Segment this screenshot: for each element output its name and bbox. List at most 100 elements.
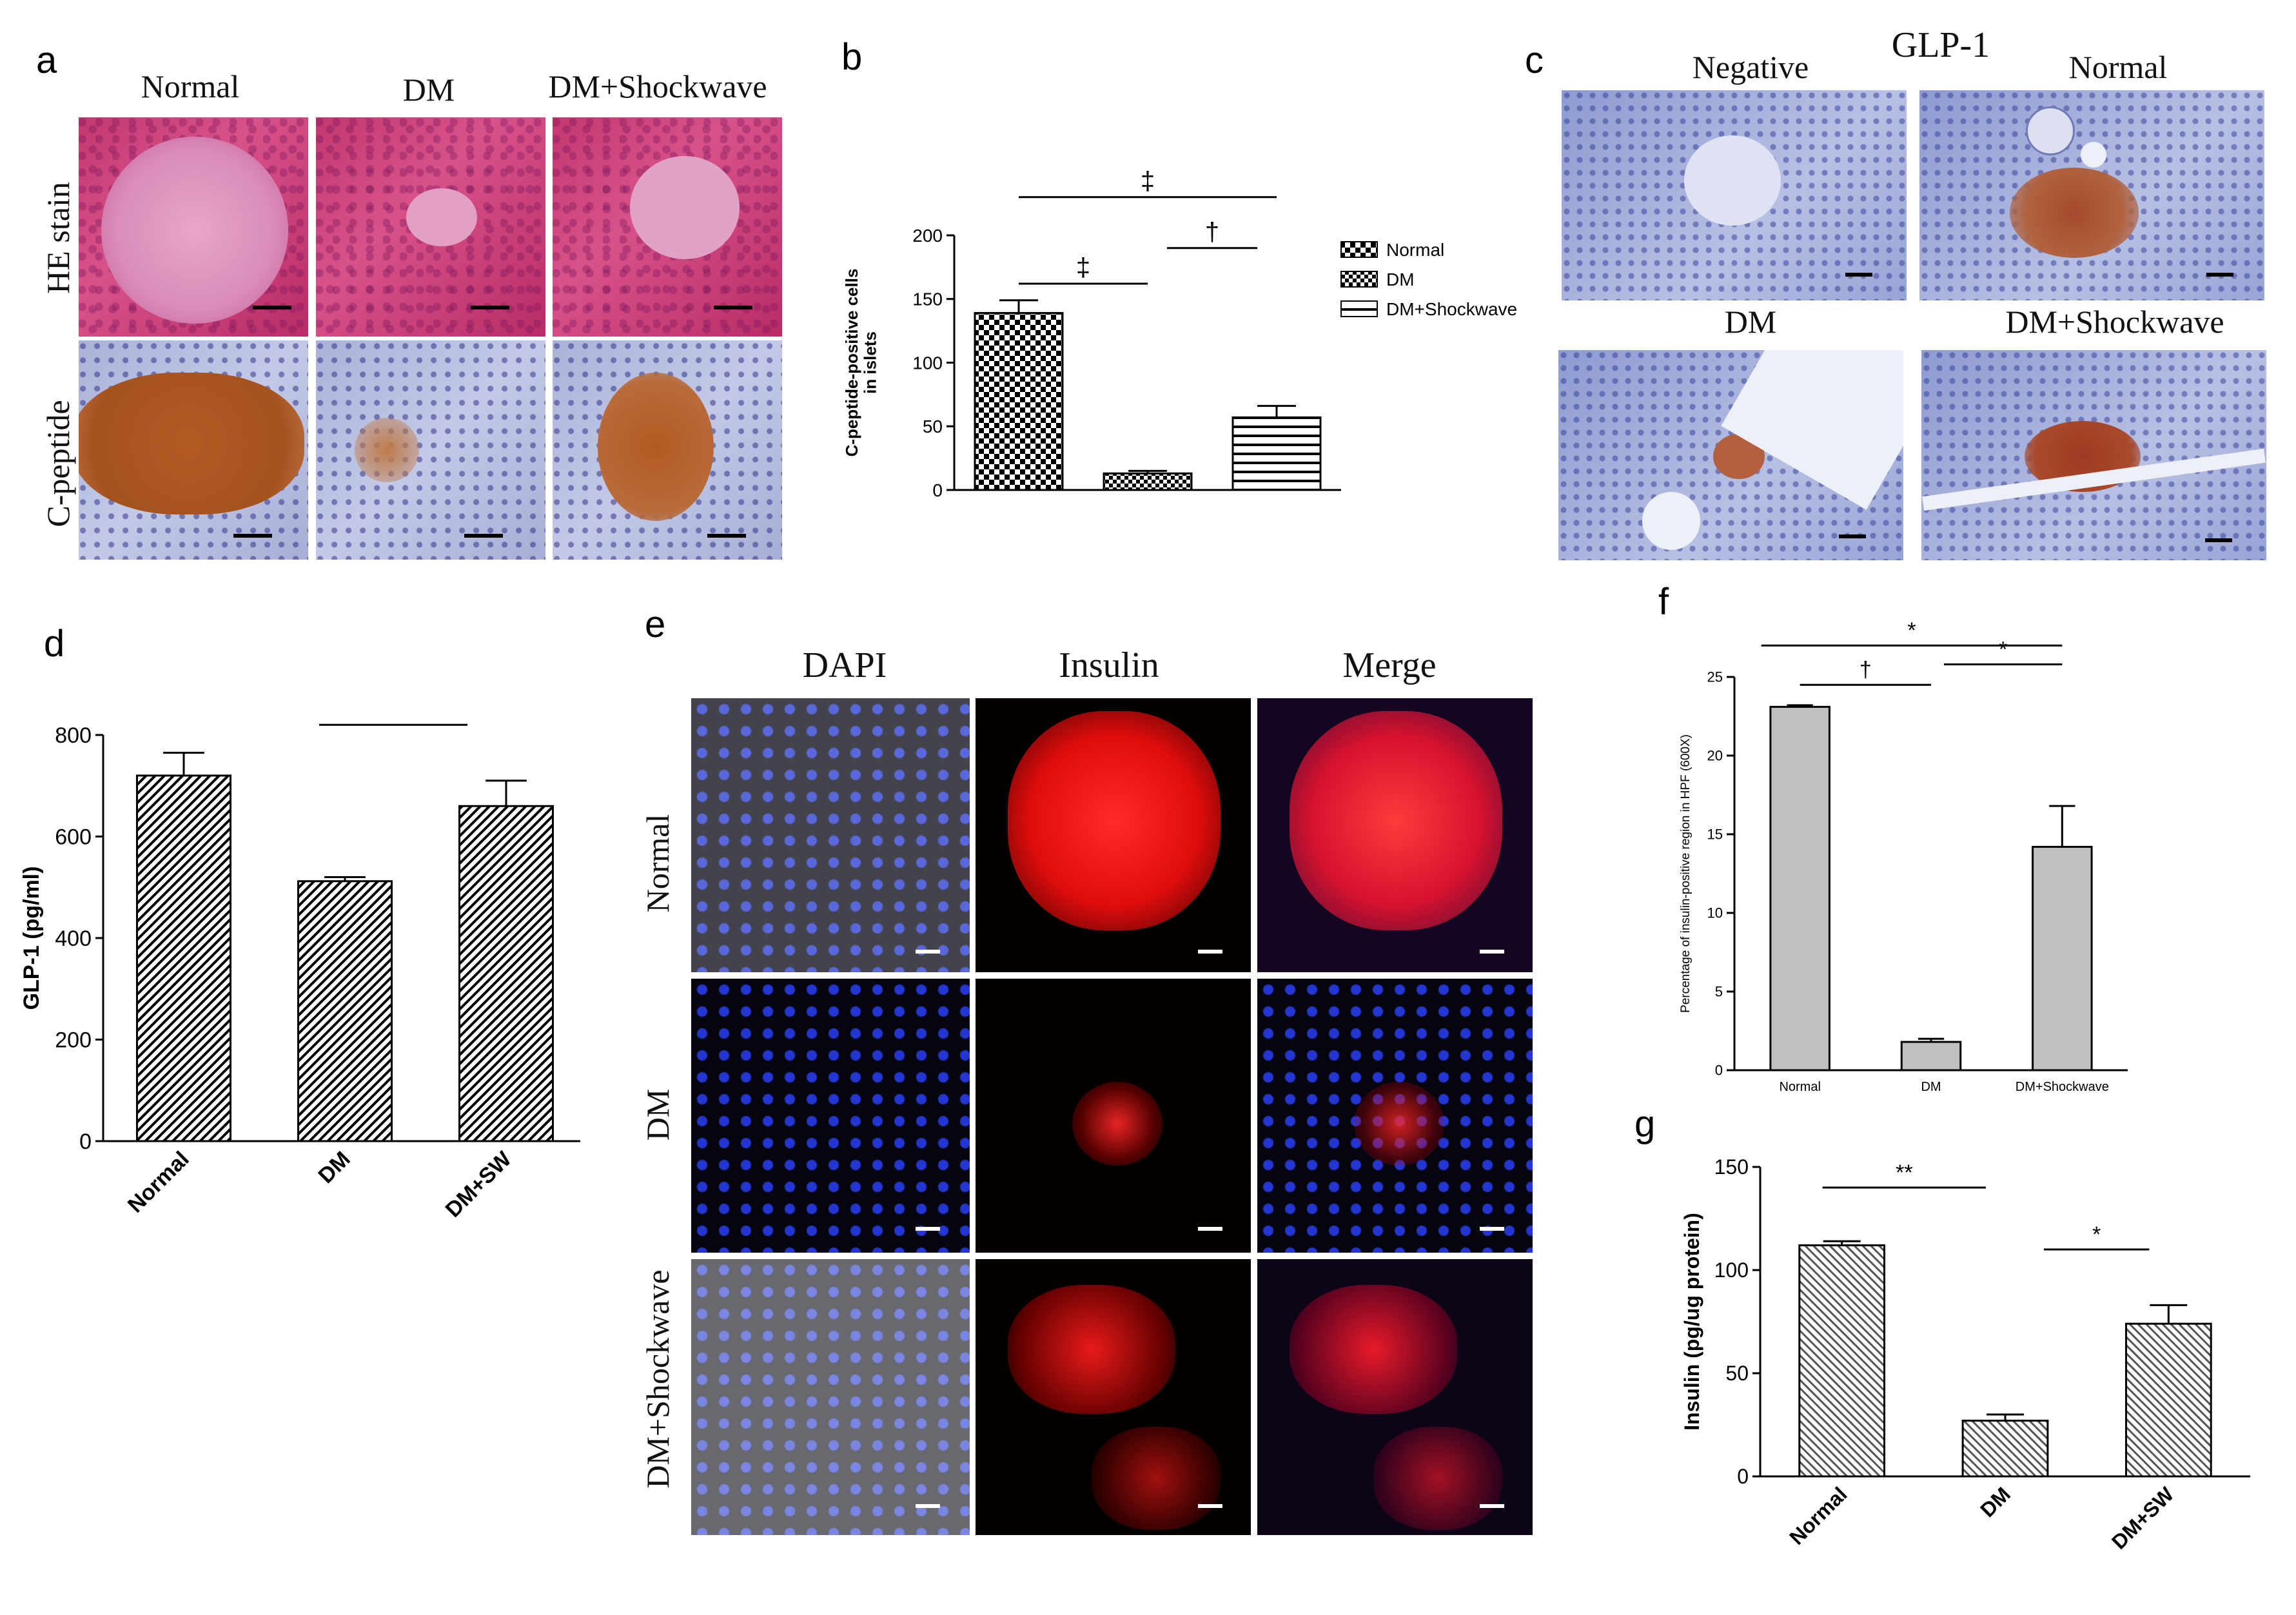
- y-tick-label: 50: [923, 416, 943, 436]
- legend-swatch: [1340, 271, 1378, 288]
- scale-bar: [2206, 273, 2233, 277]
- fluorescence-merge-normal: [1257, 698, 1533, 972]
- y-tick-label: 200: [912, 226, 943, 246]
- y-tick-label: 15: [1707, 827, 1723, 843]
- scale-bar: [1845, 273, 1872, 277]
- row-label-dm: DM: [640, 1088, 676, 1141]
- scale-bar: [2205, 538, 2232, 542]
- y-tick-label: 0: [1715, 1062, 1723, 1079]
- fluorescence-merge-dm: [1257, 979, 1533, 1253]
- column-header-merge: Merge: [1342, 645, 1437, 685]
- scale-bar: [714, 306, 752, 309]
- bar-0: [1769, 705, 1830, 1072]
- legend-label: Normal: [1386, 240, 1444, 260]
- column-header-dm-shockwave: DM+Shockwave: [548, 68, 767, 104]
- y-tick-label: 10: [1707, 905, 1723, 921]
- micrograph-glp1-normal: [1919, 90, 2264, 300]
- panel-letter-c: c: [1525, 39, 1544, 81]
- label-normal: Normal: [2068, 49, 2168, 85]
- scale-bar: [471, 306, 509, 309]
- micrograph-glp1-dm-shockwave: [1921, 350, 2266, 560]
- scale-bar: [253, 306, 291, 309]
- label-negative: Negative: [1692, 49, 1809, 85]
- y-tick-label: 0: [932, 480, 943, 500]
- micrograph-he-normal: [79, 117, 308, 337]
- fluorescence-insulin-dm-shockwave: [976, 1259, 1251, 1535]
- scale-bar: [233, 534, 272, 538]
- x-tick-label: DM+SW: [2107, 1482, 2179, 1554]
- row-label-normal: Normal: [640, 814, 676, 913]
- bar-1: [297, 880, 393, 1142]
- chart-f: 0 5 10 15 20 25 Percentage of insulin-positive…: [1679, 618, 2128, 1094]
- significance-mark: **: [1896, 1160, 1912, 1185]
- label-dm: DM: [1724, 304, 1777, 340]
- significance-mark: *: [1999, 637, 2007, 661]
- scale-bar: [464, 534, 503, 538]
- legend-swatch: [1340, 241, 1378, 258]
- panel-letter-e: e: [645, 603, 666, 645]
- bar-2: [2032, 846, 2093, 1072]
- y-axis-label: GLP-1 (pg/ml): [19, 866, 44, 1010]
- column-header-normal: Normal: [141, 68, 240, 104]
- row-label-c-peptide: C-peptide: [40, 400, 76, 527]
- panel-letter-f: f: [1658, 581, 1669, 623]
- bar-2: [2124, 1322, 2212, 1478]
- significance-mark: ‡: [1076, 253, 1090, 282]
- row-label-dm-shockwave: DM+Shockwave: [640, 1269, 676, 1489]
- legend-swatch: [1340, 300, 1378, 317]
- significance-mark: *: [1907, 618, 1916, 643]
- x-tick-label: Normal: [123, 1147, 194, 1218]
- y-tick-label: 100: [912, 353, 943, 373]
- column-header-insulin: Insulin: [1059, 645, 1159, 685]
- y-tick-label: 150: [1714, 1155, 1749, 1179]
- panel-letter-a: a: [36, 39, 57, 81]
- y-tick-label: 25: [1707, 669, 1723, 685]
- fluorescence-dapi-normal: [691, 698, 970, 972]
- bar-1: [1900, 1041, 1962, 1072]
- y-tick-label: 800: [55, 723, 92, 748]
- x-tick-label: DM: [1921, 1080, 1941, 1094]
- y-tick-label: 5: [1715, 984, 1723, 1000]
- bar-2: [1231, 416, 1322, 491]
- x-tick-label: DM+Shockwave: [2016, 1080, 2109, 1094]
- y-axis-label: Percentage of insulin-positive region in…: [1679, 734, 1693, 1013]
- micrograph-he-dm: [316, 117, 545, 337]
- micrograph-cpeptide-dm-shockwave: [553, 340, 782, 560]
- panel-letter-g: g: [1634, 1103, 1656, 1145]
- scale-bar: [916, 1227, 940, 1231]
- bar-0: [136, 774, 231, 1142]
- bar-0: [974, 311, 1064, 491]
- scale-bar: [1480, 1227, 1504, 1231]
- significance-mark: *: [388, 716, 398, 723]
- scale-bar: [1839, 534, 1866, 538]
- label-dm-shockwave: DM+Shockwave: [2005, 304, 2224, 340]
- micrograph-cpeptide-dm: [316, 340, 545, 560]
- y-tick-label: 50: [1725, 1362, 1749, 1385]
- y-axis-label: C-peptide-positive cellsin islets: [842, 269, 880, 457]
- scale-bar: [916, 1504, 940, 1508]
- scale-bar: [1198, 950, 1222, 954]
- y-tick-label: 0: [79, 1130, 92, 1154]
- chart-g: 0 50 100 150 Insulin (pg/ug protein) Normal DM…: [1680, 1155, 2250, 1554]
- chart-d: 0 200 400 600 800 GLP-1 (pg/ml) Normal DM DM+SW *…: [19, 716, 580, 1222]
- y-tick-label: 600: [55, 825, 92, 849]
- y-tick-label: 0: [1737, 1465, 1749, 1488]
- fluorescence-insulin-dm: [976, 979, 1251, 1253]
- column-header-dapi: DAPI: [802, 645, 887, 685]
- bar-0: [1798, 1244, 1886, 1478]
- y-axis-label: Insulin (pg/ug protein): [1680, 1213, 1703, 1431]
- micrograph-cpeptide-normal: [79, 340, 308, 560]
- row-label-he-stain: HE stain: [40, 182, 76, 294]
- x-tick-label: DM+SW: [441, 1146, 517, 1222]
- significance-mark: †: [1859, 658, 1872, 682]
- scale-bar: [916, 950, 940, 954]
- scale-bar: [1198, 1227, 1222, 1231]
- micrograph-glp1-dm: [1558, 350, 1903, 560]
- legend-label: DM: [1386, 269, 1415, 289]
- micrograph-glp1-negative: [1562, 90, 1907, 300]
- significance-mark: †: [1205, 218, 1219, 246]
- significance-mark: *: [2092, 1222, 2101, 1247]
- significance-mark: ‡: [1141, 167, 1155, 195]
- fluorescence-insulin-normal: [976, 698, 1251, 972]
- y-tick-label: 400: [55, 926, 92, 951]
